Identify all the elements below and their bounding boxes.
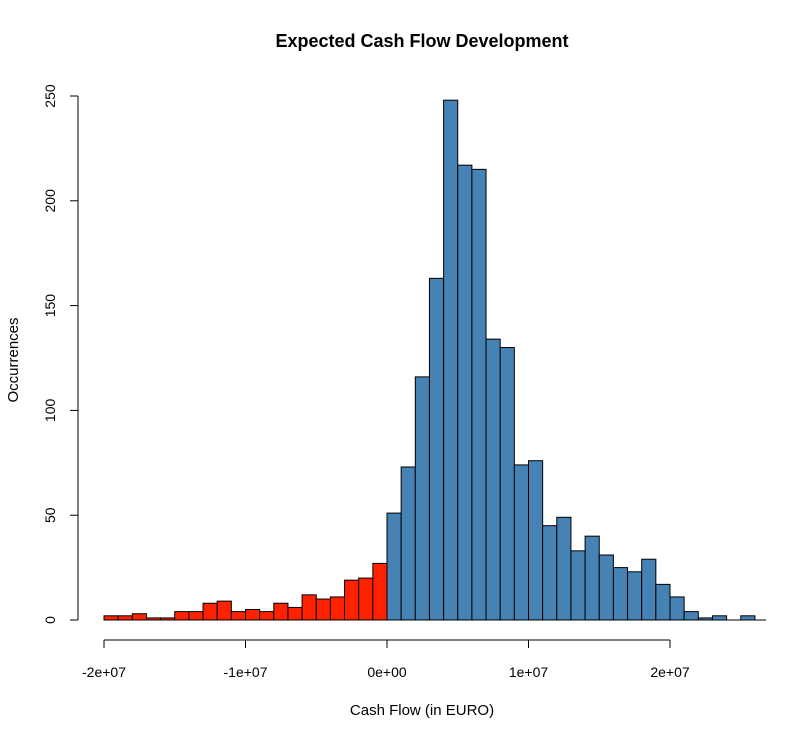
- histogram-bar: [216, 600, 232, 621]
- y-tick-label: 100: [42, 399, 58, 423]
- histogram-bar: [485, 338, 501, 621]
- histogram-bar: [570, 550, 586, 621]
- histogram-bar: [627, 571, 643, 621]
- histogram-bar: [683, 611, 699, 621]
- histogram-bar: [542, 525, 558, 621]
- histogram-bar: [513, 464, 529, 621]
- histogram-bar: [329, 596, 346, 621]
- histogram-bar: [315, 598, 331, 621]
- histogram-bar: [740, 615, 756, 621]
- chart-title: Expected Cash Flow Development: [275, 31, 568, 51]
- x-axis: -2e+07 -1e+07 0e+00 1e+07 2e+07: [82, 639, 690, 680]
- histogram-bar: [556, 516, 572, 621]
- histogram-bar: [131, 613, 147, 621]
- histogram-bar: [372, 562, 388, 621]
- y-tick-label: 50: [42, 507, 58, 523]
- histogram-bar: [499, 347, 515, 621]
- histogram-bar: [230, 611, 247, 621]
- x-tick-label: -1e+07: [224, 664, 268, 680]
- histogram-bar: [103, 615, 119, 621]
- histogram-bar: [358, 577, 374, 621]
- histogram-bar: [584, 535, 600, 621]
- x-axis-label: Cash Flow (in EURO): [350, 702, 494, 719]
- histogram-bar: [287, 606, 303, 621]
- x-tick-label: -2e+07: [82, 664, 126, 680]
- y-tick-label: 0: [42, 616, 58, 624]
- histogram-bar: [400, 466, 416, 621]
- histogram-bar: [528, 460, 544, 621]
- histogram-bar: [386, 512, 402, 621]
- histogram-bar: [669, 596, 685, 621]
- histogram-bar: [273, 602, 289, 621]
- histogram-bar: [612, 567, 629, 621]
- histogram-bar: [174, 611, 190, 621]
- y-tick-label: 200: [42, 189, 58, 213]
- y-tick-label: 150: [42, 294, 58, 318]
- histogram-bar: [188, 611, 204, 621]
- histogram-bar: [117, 615, 133, 621]
- histogram-bar: [655, 583, 671, 621]
- x-tick-label: 0e+00: [367, 664, 407, 680]
- histogram-bar: [301, 594, 317, 621]
- x-tick-label: 2e+07: [650, 664, 690, 680]
- histogram-bar: [471, 168, 487, 621]
- y-axis: 0 50 100 150 200 250: [42, 84, 79, 624]
- histogram-bar: [457, 164, 473, 621]
- histogram-bar: [641, 558, 657, 621]
- histogram-bar: [245, 609, 261, 621]
- bars-group: [103, 99, 766, 621]
- histogram-bar: [414, 376, 430, 621]
- y-tick-label: 250: [42, 84, 58, 108]
- histogram-bar: [202, 602, 218, 621]
- histogram-bar: [711, 615, 728, 621]
- histogram-bar: [344, 579, 360, 621]
- x-tick-label: 1e+07: [509, 664, 549, 680]
- histogram-bar: [598, 554, 614, 621]
- histogram-bar: [443, 99, 459, 621]
- histogram-bar: [259, 611, 275, 621]
- histogram-bar: [428, 277, 445, 621]
- y-axis-label: Occurrences: [5, 317, 22, 402]
